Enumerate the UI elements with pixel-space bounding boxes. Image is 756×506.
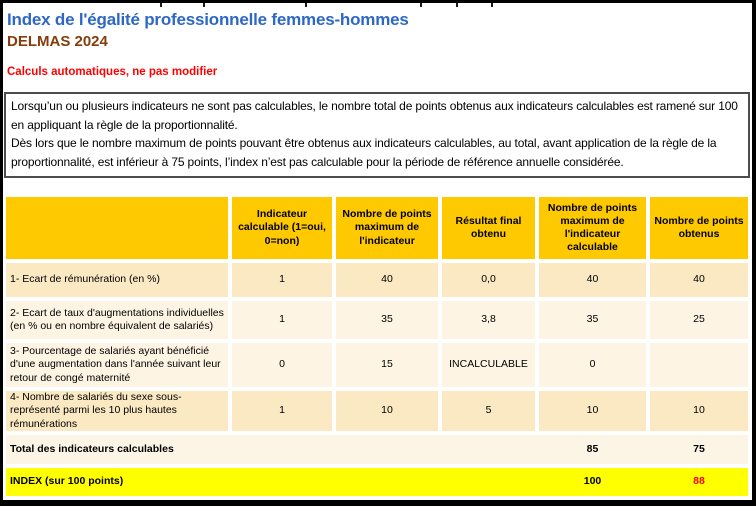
table-row-index: INDEX (sur 100 points) 100 88 (6, 468, 748, 496)
column-boundary-tick (456, 3, 458, 7)
intro-box: Lorsqu’un ou plusieurs indicateurs ne so… (4, 92, 750, 178)
header-cell-indicateur-calculable: Indicateur calculable (1=oui, 0=non) (232, 197, 332, 259)
cell-calculable: 1 (232, 301, 332, 339)
cell-calculable: 0 (232, 343, 332, 387)
table-header-row: Indicateur calculable (1=oui, 0=non) Nom… (6, 197, 748, 259)
header-cell-points-obtenus: Nombre de points obtenus (650, 197, 748, 259)
cell-resultat: 0,0 (442, 263, 535, 297)
cell-points-max-calculable: 40 (539, 263, 646, 297)
index-score-value: 88 (693, 475, 705, 488)
row-label: 2- Ecart de taux d'augmentations individ… (6, 301, 228, 339)
row-label: 3- Pourcentage de salariés ayant bénéfic… (6, 343, 228, 387)
total-label: Total des indicateurs calculables (10, 442, 174, 455)
cell-points-obtenus: 40 (650, 263, 748, 297)
cell-calculable: 1 (232, 263, 332, 297)
cell-points-max: 15 (336, 343, 438, 387)
indicators-table: Indicateur calculable (1=oui, 0=non) Nom… (6, 197, 748, 496)
row-label: 4- Nombre de salariés du sexe sous-repré… (6, 391, 228, 431)
cell-points-obtenus: 25 (650, 301, 748, 339)
total-points-max-calculable: 85 (586, 442, 599, 455)
column-boundary-tick (491, 3, 493, 7)
cell-points-max-calculable: 35 (539, 301, 646, 339)
header-cell-resultat-final: Résultat final obtenu (442, 197, 535, 259)
header-cell-empty (6, 197, 228, 259)
page-subtitle: DELMAS 2024 (7, 33, 108, 50)
page-title: Index de l'égalité professionnelle femme… (7, 10, 409, 29)
intro-paragraph-2: Dès lors que le nombre maximum de points… (11, 136, 717, 169)
cell-resultat: 3,8 (442, 301, 535, 339)
table-row-ecart-augmentations: 2- Ecart de taux d'augmentations individ… (6, 301, 748, 339)
index-points-max-calculable: 100 (583, 475, 602, 488)
header-cell-points-max-calculable: Nombre de points maximum de l'indicateur… (539, 197, 646, 259)
cell-calculable: 1 (232, 391, 332, 431)
row-label: 1- Ecart de rémunération (en %) (6, 263, 228, 297)
cell-points-max: 10 (336, 391, 438, 431)
warning-note: Calculs automatiques, ne pas modifier (7, 66, 218, 78)
cell-points-max: 40 (336, 263, 438, 297)
cell-points-max-calculable: 0 (539, 343, 646, 387)
header-cell-points-maximum: Nombre de points maximum de l'indicateur (336, 197, 438, 259)
cell-points-obtenus: 10 (650, 391, 748, 431)
table-row-conge-maternite: 3- Pourcentage de salariés ayant bénéfic… (6, 343, 748, 387)
cell-points-max: 35 (336, 301, 438, 339)
intro-paragraph-1: Lorsqu’un ou plusieurs indicateurs ne so… (11, 99, 738, 132)
cell-resultat: 5 (442, 391, 535, 431)
column-boundary-tick (203, 3, 205, 7)
table-row-hautes-remunerations: 4- Nombre de salariés du sexe sous-repré… (6, 391, 748, 431)
table-row-ecart-remuneration: 1- Ecart de rémunération (en %) 1 40 0,0… (6, 263, 748, 297)
column-boundary-tick (420, 3, 422, 7)
cell-points-obtenus (650, 343, 748, 387)
column-boundary-tick (160, 3, 162, 7)
table-row-total: Total des indicateurs calculables 85 75 (6, 435, 748, 464)
index-label: INDEX (sur 100 points) (10, 475, 124, 488)
column-boundary-tick (305, 3, 307, 7)
total-points-obtenus: 75 (693, 442, 705, 455)
cell-points-max-calculable: 10 (539, 391, 646, 431)
cell-resultat: INCALCULABLE (442, 343, 535, 387)
